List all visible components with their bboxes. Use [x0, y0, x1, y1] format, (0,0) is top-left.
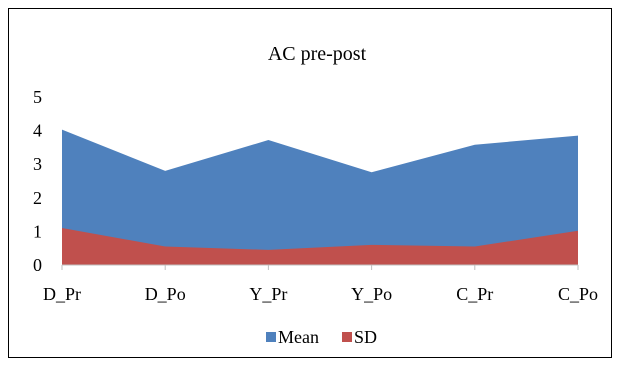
- legend: Mean SD: [266, 327, 377, 347]
- x-tick-label: Y_Po: [351, 284, 392, 304]
- y-tick-label: 3: [33, 154, 42, 174]
- y-tick-label: 2: [33, 188, 42, 208]
- area-series-sd: [62, 228, 578, 265]
- area-series-mean: [62, 129, 578, 265]
- area-series-group: [62, 129, 578, 265]
- legend-swatch-sd: [342, 332, 352, 342]
- y-tick-label: 1: [33, 221, 42, 241]
- x-tick-label: D_Po: [145, 284, 186, 304]
- legend-swatch-mean: [266, 332, 276, 342]
- legend-label-mean: Mean: [278, 327, 319, 347]
- x-tick-label: C_Po: [558, 284, 598, 304]
- legend-label-sd: SD: [354, 327, 377, 347]
- y-tick-label: 4: [33, 121, 42, 141]
- y-tick-label: 0: [33, 255, 42, 275]
- y-axis-ticks: 0 1 2 3 4 5: [33, 87, 42, 275]
- x-axis-ticks: D_Pr D_Po Y_Pr Y_Po C_Pr C_Po: [43, 265, 598, 304]
- x-tick-label: C_Pr: [456, 284, 493, 304]
- x-tick-label: D_Pr: [43, 284, 81, 304]
- chart-title: AC pre-post: [268, 43, 367, 65]
- x-tick-label: Y_Pr: [249, 284, 287, 304]
- y-tick-label: 5: [33, 87, 42, 107]
